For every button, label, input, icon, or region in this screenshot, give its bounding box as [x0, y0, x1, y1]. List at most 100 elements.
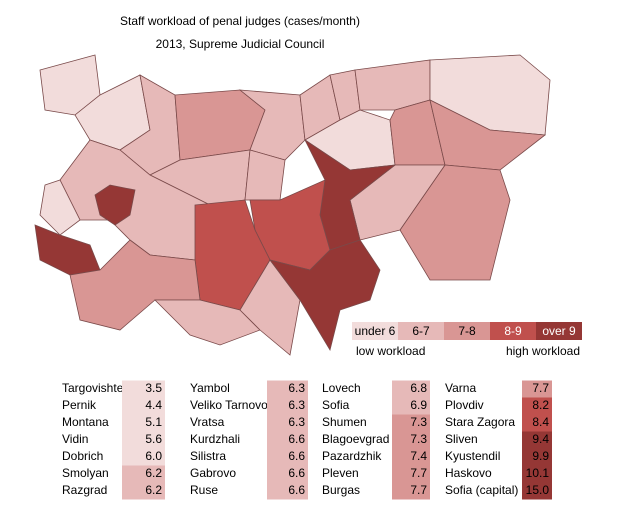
region-value: 7.3: [410, 432, 427, 446]
region-name: Montana: [62, 415, 109, 429]
legend-label: 6-7: [412, 324, 430, 338]
region: [34, 224, 101, 276]
value-cell: [392, 465, 430, 483]
value-cell: [522, 482, 552, 500]
value-cell: [267, 431, 308, 449]
value-cell: [267, 482, 308, 500]
region-value: 6.6: [288, 483, 305, 497]
legend-label: 7-8: [458, 324, 476, 338]
title: Staff workload of penal judges (cases/mo…: [120, 14, 360, 28]
legend-low-label: low workload: [356, 344, 425, 358]
region-name: Sofia (capital): [445, 483, 518, 497]
region-name: Smolyan: [62, 466, 109, 480]
region-name: Pernik: [62, 398, 97, 412]
region-name: Blagoevgrad: [322, 432, 389, 446]
value-cell: [122, 465, 165, 483]
region-value: 15.0: [526, 483, 550, 497]
region: [39, 179, 81, 236]
value-cell: [392, 414, 430, 432]
value-cell: [122, 414, 165, 432]
legend-high-label: high workload: [506, 344, 580, 358]
region-value: 6.9: [410, 398, 427, 412]
region-value: 6.6: [288, 466, 305, 480]
region-name: Dobrich: [62, 449, 103, 463]
region-name: Yambol: [190, 381, 230, 395]
region-name: Gabrovo: [190, 466, 236, 480]
region-name: Silistra: [190, 449, 226, 463]
value-cell: [522, 380, 552, 398]
region-name: Kyustendil: [445, 449, 500, 463]
value-cell: [122, 431, 165, 449]
region-value: 6.3: [288, 381, 305, 395]
region-value: 6.6: [288, 449, 305, 463]
legend: under 6 6-7 7-8 8-9 over 9 low workload high w…: [352, 322, 582, 358]
region-value: 6.3: [288, 398, 305, 412]
map: [34, 54, 551, 356]
legend-swatch: [398, 322, 444, 340]
region: [69, 239, 201, 331]
value-cell: [392, 482, 430, 500]
value-cell: [392, 380, 430, 398]
value-cell: [392, 397, 430, 415]
legend-swatch: [352, 322, 398, 340]
legend-swatch: [490, 322, 536, 340]
region-name: Lovech: [322, 381, 361, 395]
region-value: 7.4: [410, 449, 427, 463]
region-value: 3.5: [145, 381, 162, 395]
region-name: Stara Zagora: [445, 415, 515, 429]
region-value: 6.3: [288, 415, 305, 429]
region-value: 6.2: [145, 483, 162, 497]
region-value: 7.7: [532, 381, 549, 395]
value-cell: [122, 482, 165, 500]
value-cell: [267, 414, 308, 432]
region-value: 9.4: [532, 432, 549, 446]
region-value: 10.1: [526, 466, 550, 480]
region-value: 5.1: [145, 415, 162, 429]
table: Targovishte 3.5 Pernik 4.4 Montana 5.1 Vidin 5.…: [62, 380, 552, 500]
legend-swatch: [444, 322, 490, 340]
value-cell: [267, 397, 308, 415]
region: [94, 184, 136, 226]
region-name: Kurdzhali: [190, 432, 240, 446]
value-cell: [392, 448, 430, 466]
subtitle: 2013, Supreme Judicial Council: [156, 37, 325, 51]
region-value: 6.2: [145, 466, 162, 480]
region-value: 4.4: [145, 398, 162, 412]
region: [239, 259, 301, 356]
legend-label: over 9: [542, 324, 576, 338]
value-cell: [522, 431, 552, 449]
region-value: 8.2: [532, 398, 549, 412]
region-value: 6.8: [410, 381, 427, 395]
region-name: Burgas: [322, 483, 360, 497]
region: [429, 99, 547, 171]
value-cell: [267, 380, 308, 398]
value-cell: [522, 465, 552, 483]
region-value: 6.0: [145, 449, 162, 463]
region-name: Varna: [445, 381, 476, 395]
region-name: Sofia: [322, 398, 350, 412]
region-name: Ruse: [190, 483, 218, 497]
region-value: 7.3: [410, 415, 427, 429]
region-name: Sliven: [445, 432, 478, 446]
region-name: Pleven: [322, 466, 359, 480]
region-value: 7.7: [410, 483, 427, 497]
value-cell: [122, 397, 165, 415]
region-value: 8.4: [532, 415, 549, 429]
legend-label: under 6: [355, 324, 396, 338]
legend-label: 8-9: [504, 324, 522, 338]
region-value: 6.6: [288, 432, 305, 446]
value-cell: [522, 397, 552, 415]
value-cell: [122, 380, 165, 398]
region: [354, 59, 431, 111]
region-name: Vratsa: [190, 415, 225, 429]
region-name: Shumen: [322, 415, 367, 429]
region-value: 9.9: [532, 449, 549, 463]
region-name: Haskovo: [445, 466, 492, 480]
region-name: Pazardzhik: [322, 449, 382, 463]
legend-swatch: [536, 322, 582, 340]
region-name: Targovishte: [62, 381, 124, 395]
value-cell: [392, 431, 430, 449]
region-name: Vidin: [62, 432, 88, 446]
region-name: Razgrad: [62, 483, 107, 497]
